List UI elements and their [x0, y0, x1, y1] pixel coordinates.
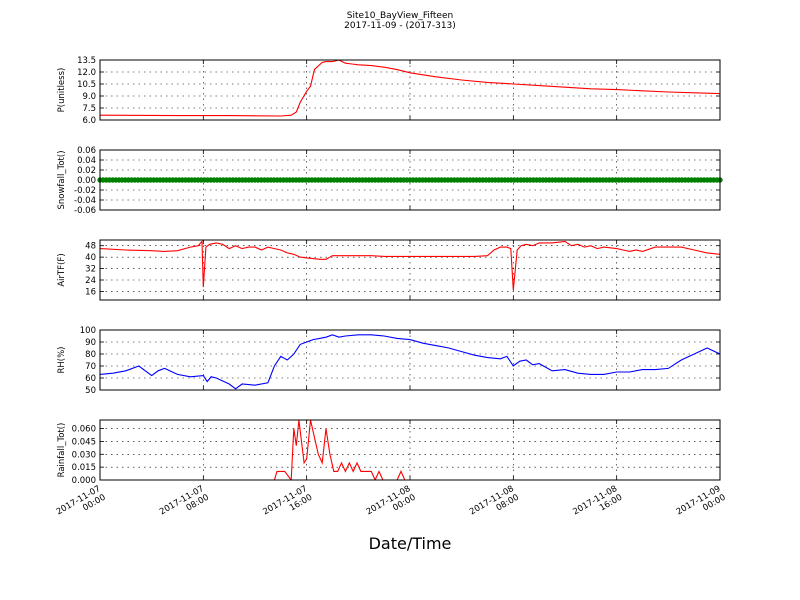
panel-frame-p [99, 59, 721, 121]
y-axis-label-air: AirTF(F) [57, 253, 67, 286]
y-tick-label: 0.060 [72, 425, 96, 435]
x-tick-label: 2017-11-0816:00 [571, 484, 624, 526]
y-tick-label: 48 [85, 242, 96, 252]
y-tick-label: 10.5 [77, 80, 96, 90]
x-axis-label: Date/Time [368, 534, 452, 553]
y-axis-label-rain: Rainfall_Tot() [57, 423, 67, 478]
x-tick-label: 2017-11-0708:00 [158, 484, 211, 526]
y-tick-label: 60 [85, 374, 96, 384]
x-tick-label: 2017-11-0808:00 [468, 484, 521, 526]
y-tick-label: -0.02 [74, 186, 96, 196]
y-tick-label: 13.5 [77, 56, 96, 66]
y-tick-label: 70 [85, 362, 96, 372]
y-tick-label: 0.000 [72, 476, 96, 486]
y-tick-label: 0.02 [77, 166, 96, 176]
x-tick-label: 2017-11-0900:00 [675, 484, 728, 526]
y-tick-label: 0.00 [77, 176, 96, 186]
y-tick-label: 16 [85, 287, 96, 297]
series-line-rain [100, 420, 720, 480]
x-tick-label: 2017-11-0800:00 [365, 484, 418, 526]
y-tick-label: 0.015 [72, 463, 96, 473]
y-tick-label: 40 [85, 253, 96, 263]
y-tick-label: 100 [80, 326, 96, 336]
y-tick-label: 0.045 [72, 437, 96, 447]
panel-frame-air [99, 239, 721, 301]
series-line-air [100, 240, 720, 291]
y-tick-label: 0.04 [77, 156, 96, 166]
x-tick-label: 2017-11-0700:00 [55, 484, 108, 526]
x-tick-label: 2017-11-0716:00 [261, 484, 314, 526]
y-tick-label: 9.0 [82, 92, 96, 102]
y-tick-label: 6.0 [82, 116, 96, 126]
y-tick-label: 32 [85, 265, 96, 275]
series-line-rh [100, 334, 720, 390]
series-line-p [100, 60, 720, 117]
y-axis-label-snow: Snowfall_Tot() [57, 150, 67, 209]
y-tick-label: 50 [85, 386, 96, 396]
y-axis-label-p: P(unitless) [57, 68, 67, 113]
y-tick-label: -0.06 [74, 206, 96, 216]
y-tick-label: 0.06 [77, 146, 96, 156]
panel-frame-rh [99, 329, 721, 391]
chart-title: Site10_BayView_Fifteen [346, 11, 454, 21]
panel-frame-rain [99, 419, 721, 481]
y-tick-label: 0.030 [72, 450, 96, 460]
y-tick-label: -0.04 [74, 196, 96, 206]
y-tick-label: 24 [85, 276, 96, 286]
y-tick-label: 90 [85, 338, 96, 348]
y-tick-label: 80 [85, 350, 96, 360]
y-axis-label-rh: RH(%) [57, 346, 67, 373]
y-tick-label: 12.0 [77, 68, 96, 78]
y-tick-label: 7.5 [82, 104, 96, 114]
panel-frame-snow [99, 149, 721, 211]
chart-subtitle: 2017-11-09 - (2017-313) [344, 21, 456, 31]
